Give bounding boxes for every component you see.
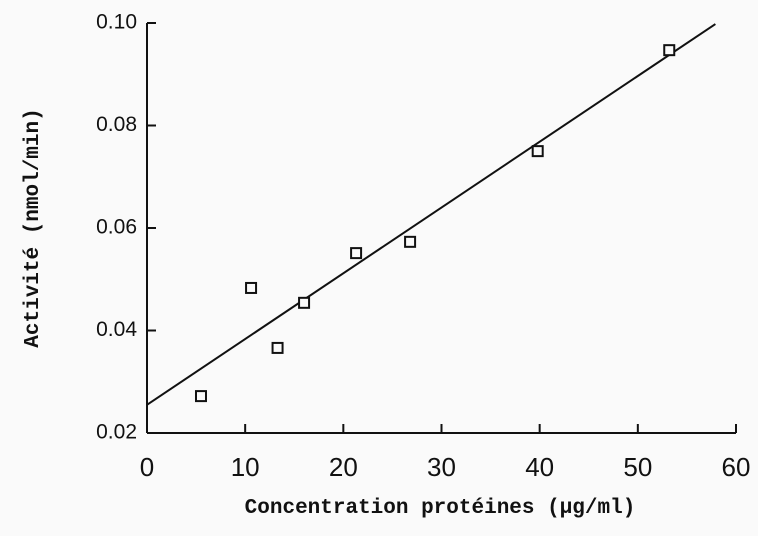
y-tick-label: 0.10 xyxy=(96,11,137,34)
y-tick-label: 0.06 xyxy=(96,216,137,239)
x-tick-label: 60 xyxy=(722,452,751,482)
data-point xyxy=(531,145,544,158)
y-axis-label: Activité (nmol/min) xyxy=(22,108,45,347)
x-tick-label: 20 xyxy=(329,452,358,482)
y-tick-label: 0.08 xyxy=(96,113,137,136)
fit-line xyxy=(146,23,716,406)
data-point xyxy=(271,341,284,354)
x-tick-label: 40 xyxy=(525,452,554,482)
data-point xyxy=(404,235,417,248)
data-point xyxy=(663,44,676,57)
x-tick-label: 50 xyxy=(623,452,652,482)
x-tick-label: 0 xyxy=(140,452,154,482)
data-point xyxy=(350,247,363,260)
data-point xyxy=(194,390,207,403)
x-axis-label: Concentration protéines (µg/ml) xyxy=(245,497,636,520)
y-tick-label: 0.02 xyxy=(96,421,137,444)
data-point xyxy=(298,296,311,309)
x-tick-label: 10 xyxy=(231,452,260,482)
data-point xyxy=(245,281,258,294)
y-tick-label: 0.04 xyxy=(96,318,137,341)
x-tick-label: 30 xyxy=(427,452,456,482)
